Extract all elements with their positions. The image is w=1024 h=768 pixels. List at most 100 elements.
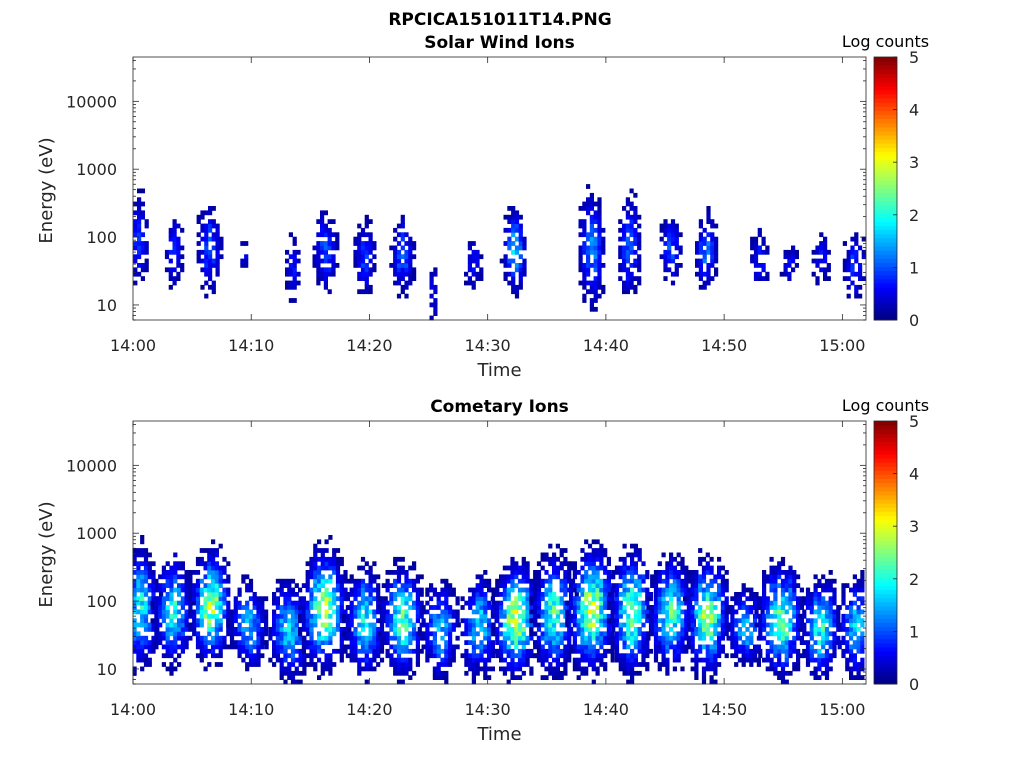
spectrogram-cell (506, 596, 511, 602)
spectrogram-cell (514, 267, 520, 273)
spectrogram-cell (713, 653, 718, 659)
spectrogram-cell (548, 640, 553, 645)
spectrogram-cell (569, 565, 574, 571)
spectrogram-cell (780, 666, 786, 672)
spectrogram-cell (717, 653, 722, 659)
spectrogram-cell (316, 263, 321, 268)
spectrogram-cell (622, 666, 627, 672)
spectrogram-cell (701, 627, 707, 632)
spectrogram-cell (323, 223, 328, 229)
spectrogram-cell (637, 609, 642, 615)
spectrogram-cell (572, 561, 577, 567)
spectrogram-cell (335, 232, 340, 238)
spectrogram-cell (173, 600, 178, 606)
spectrogram-cell (313, 644, 318, 650)
spectrogram-cell (487, 622, 492, 628)
spectrogram-cell (773, 622, 778, 628)
spectrogram-cell (317, 648, 322, 654)
spectrogram-cell (597, 197, 602, 203)
spectrogram-cell (824, 578, 830, 584)
spectrogram-cell (226, 561, 231, 567)
spectrogram-cell (385, 570, 390, 575)
spectrogram-cell (256, 653, 261, 659)
spectrogram-cell (672, 631, 677, 637)
spectrogram-cell (165, 596, 170, 602)
spectrogram-cell (773, 609, 778, 615)
spectrogram-cell (188, 627, 193, 632)
spectrogram-cell (705, 583, 710, 588)
spectrogram-cell (506, 565, 511, 571)
spectrogram-cell (593, 236, 598, 242)
spectrogram-cell (332, 548, 337, 553)
spectrogram-cell (521, 631, 526, 637)
spectrogram-cell (173, 587, 178, 593)
spectrogram-cell (404, 254, 409, 260)
spectrogram-cell (451, 609, 456, 615)
spectrogram-cell (177, 644, 182, 650)
panels: 14:00 14:10 14:20 14:30 14:40 14:50 15:0010100… (36, 32, 929, 745)
spectrogram-cell (287, 592, 292, 597)
spectrogram-cell (832, 653, 837, 659)
colorbar-segment (874, 303, 897, 309)
spectrogram-cell (483, 578, 488, 584)
spectrogram-cell (260, 613, 265, 619)
spectrogram-cell (593, 227, 598, 233)
spectrogram-cell (339, 618, 344, 624)
spectrogram-cell (603, 635, 608, 641)
spectrogram-cell (168, 284, 173, 290)
spectrogram-cell (180, 596, 185, 602)
spectrogram-cell (323, 227, 328, 233)
spectrogram-cell (720, 613, 725, 619)
spectrogram-cell (211, 565, 216, 571)
spectrogram-cell (521, 609, 526, 615)
spectrogram-cell (563, 635, 568, 641)
spectrogram-cell (272, 618, 277, 624)
spectrogram-cell (188, 622, 193, 628)
spectrogram-cell (151, 574, 156, 580)
spectrogram-cell (544, 631, 549, 637)
colorbar-segment (874, 523, 897, 529)
spectrogram-cell (741, 631, 746, 637)
spectrogram-cell (404, 670, 409, 676)
spectrogram-cell (773, 666, 778, 672)
spectrogram-cell (204, 223, 209, 229)
spectrogram-cell (507, 245, 512, 251)
colorbar-segment (874, 503, 897, 508)
spectrogram-cell (618, 600, 623, 606)
spectrogram-cell (396, 592, 402, 597)
spectrogram-cell (309, 596, 314, 602)
spectrogram-cell (717, 556, 722, 562)
spectrogram-cell (672, 609, 677, 615)
spectrogram-cell (412, 578, 417, 584)
spectrogram-cell (618, 666, 623, 672)
spectrogram-cell (657, 644, 662, 650)
spectrogram-cell (780, 605, 786, 610)
spectrogram-cell (701, 675, 707, 680)
spectrogram-cell (511, 284, 516, 290)
spectrogram-cell (343, 587, 348, 593)
spectrogram-cell (444, 662, 449, 667)
spectrogram-cell (158, 609, 163, 615)
spectrogram-cell (412, 254, 417, 260)
spectrogram-cell (136, 561, 141, 567)
burst (754, 556, 804, 685)
spectrogram-cell (132, 627, 137, 632)
spectrogram-cell (525, 613, 530, 619)
spectrogram-cell (796, 622, 801, 628)
spectrogram-cell (518, 241, 523, 246)
spectrogram-cell (756, 662, 761, 667)
x-tick-label: 14:50 (701, 336, 747, 355)
spectrogram-cell (301, 596, 306, 602)
spectrogram-cell (412, 267, 417, 273)
spectrogram-cell (332, 662, 337, 667)
spectrogram-cell (313, 613, 318, 619)
spectrogram-cell (780, 648, 786, 654)
spectrogram-cell (680, 578, 685, 584)
colorbar-segment (874, 114, 897, 120)
spectrogram-cell (849, 657, 854, 663)
spectrogram-cell (408, 666, 413, 672)
spectrogram-cell (214, 596, 219, 602)
spectrogram-cell (852, 666, 857, 672)
spectrogram-cell (432, 631, 437, 637)
spectrogram-cell (657, 587, 662, 593)
